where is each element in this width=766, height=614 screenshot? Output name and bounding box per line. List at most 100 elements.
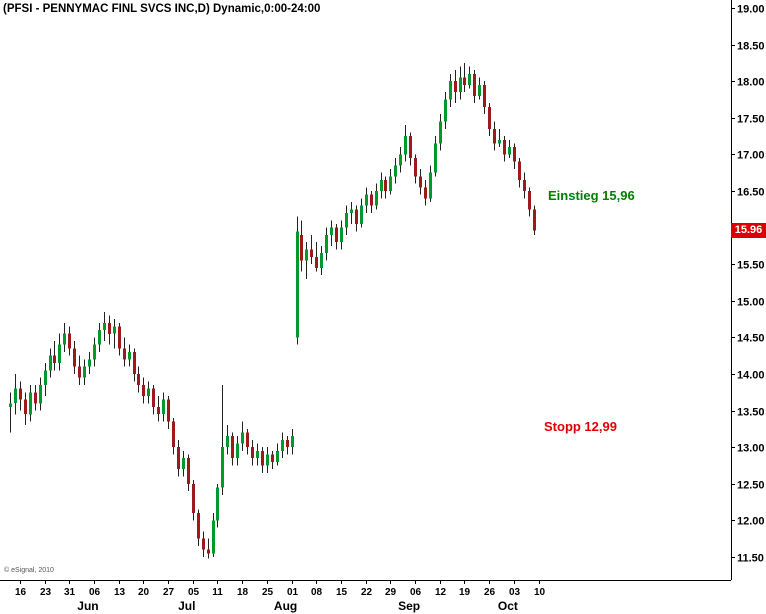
month-label: Jul [178,599,195,613]
x-axis-label: 16 [15,587,27,598]
stop-annotation: Stopp 12,99 [544,419,617,434]
candle-down [335,227,338,243]
candle-down [108,322,111,334]
candle-down [53,355,56,363]
candle-up [83,366,86,378]
y-axis-label: 17.00 [737,150,765,162]
candle-down [34,392,37,404]
x-axis-label: 13 [114,587,126,598]
candle-down [231,436,234,459]
x-axis-label: 23 [40,587,52,598]
candle-up [216,487,219,521]
candle-up [459,77,462,93]
candle-up [88,359,91,367]
last-price-tag: 15.96 [731,223,766,238]
candle-down [152,388,155,407]
x-axis-label: 03 [509,587,521,598]
candle-up [508,147,511,155]
candle-down [310,249,313,257]
entry-annotation: Einstieg 15,96 [548,188,635,203]
candle-down [207,549,210,554]
candle-up [365,194,368,206]
candle-up [449,81,452,100]
y-axis-label: 18.50 [737,41,765,53]
candle-up [266,454,269,466]
candle-up [320,253,323,268]
candle-up [434,143,437,173]
y-axis-label: 15.00 [737,297,765,309]
candle-up [325,234,328,254]
candle-down [355,209,358,224]
candle-down [187,458,190,484]
candle-up [236,443,239,459]
x-axis-label: 18 [237,587,249,598]
candle-down [424,187,427,199]
candle-up [226,436,229,448]
candle-up [478,84,481,96]
y-axis-label: 19.00 [737,4,765,16]
candle-down [261,450,264,466]
x-axis-label: 08 [311,587,323,598]
x-axis-label: 29 [385,587,397,598]
y-axis-label: 18.00 [737,77,765,89]
candle-up [93,344,96,360]
candle-up [444,99,447,122]
candle-down [483,84,486,107]
candle-down [300,234,303,261]
candle-up [9,403,12,407]
candle-down [123,348,126,360]
candle-up [113,326,116,334]
candle-up [389,176,392,191]
candle-up [39,385,42,404]
candle-down [286,439,289,448]
candle-up [394,165,397,177]
candle-down [473,73,476,96]
x-axis-label: 11 [212,587,223,598]
candle-up [429,172,432,199]
candle-up [182,458,185,470]
y-axis-label: 13.00 [737,443,765,455]
x-axis-label: 15 [336,587,348,598]
candle-up [241,432,244,444]
x-axis-label: 01 [287,587,299,598]
x-axis-label: 25 [262,587,274,598]
candle-up [14,388,17,404]
candle-down [142,385,145,396]
candle-up [380,180,383,191]
candle-up [58,344,61,363]
candle-down [463,77,466,85]
candle-down [523,180,526,191]
candle-down [315,256,318,268]
candle-up [375,191,378,206]
copyright-note: © eSignal, 2010 [4,567,54,574]
candle-down [513,147,516,162]
candle-down [137,374,140,385]
candle-up [305,249,308,261]
candle-up [212,520,215,554]
candle-down [419,176,422,188]
candle-down [246,432,249,448]
candle-down [528,191,531,210]
candle-up [162,399,165,415]
candle-up [291,436,294,448]
candle-up [340,227,343,243]
y-axis-label: 17.50 [737,114,765,126]
candle-down [197,513,200,539]
candle-down [157,406,160,415]
candle-up [103,322,106,331]
x-axis-label: 26 [484,587,496,598]
candle-up [49,355,52,371]
x-axis-label: 10 [534,587,546,598]
candle-down [68,333,71,349]
candle-up [44,370,47,385]
x-axis-label: 06 [410,587,422,598]
candle-down [192,483,195,514]
candle-up [350,209,353,213]
candle-down [133,352,136,374]
candle-down [177,447,180,470]
x-axis-label: 31 [64,587,76,598]
x-axis-label: 20 [138,587,150,598]
candle-down [271,454,274,462]
y-axis-label: 14.00 [737,370,765,382]
